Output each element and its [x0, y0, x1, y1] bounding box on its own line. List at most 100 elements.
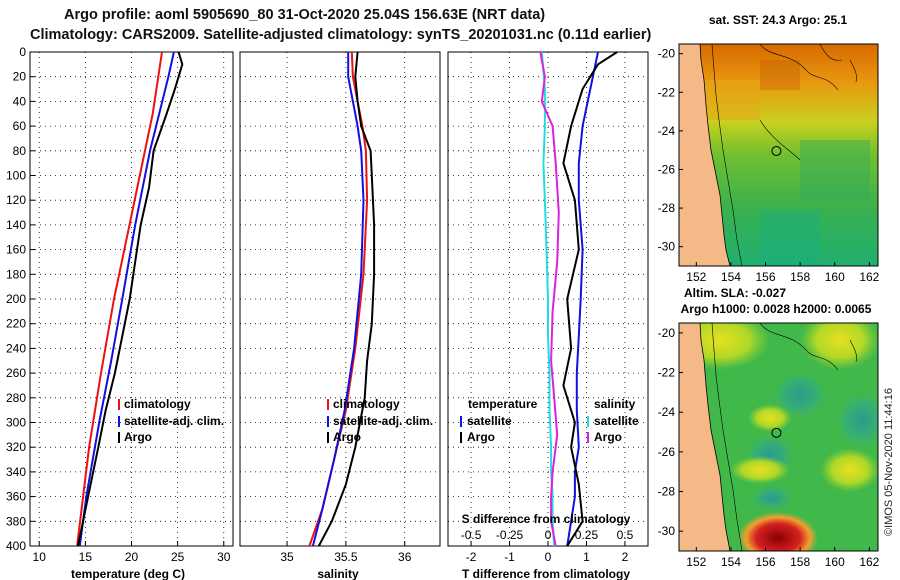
sla-map-panel: Altim. SLA: -0.027 Argo h1000: 0.0028 h2…: [658, 286, 880, 569]
t-difference-xlabel: T difference from climatology: [462, 567, 630, 580]
legend-s-satellite: satellite: [594, 414, 639, 428]
ytick-label: 120: [6, 193, 26, 207]
header-line2: Climatology: CARS2009. Satellite-adjuste…: [30, 27, 652, 43]
map-ytick-label: -22: [658, 85, 676, 99]
map-ytick-label: -30: [658, 240, 676, 254]
xtick-label: 1: [583, 550, 590, 564]
sst-map-title: sat. SST: 24.3 Argo: 25.1: [709, 13, 848, 27]
ytick-label: 80: [13, 144, 27, 158]
series-t-satellite: [566, 51, 599, 547]
temperature-legend: climatology satellite-adj. clim. Argo: [118, 397, 224, 444]
s-xtick-label: -0.25: [496, 528, 524, 542]
map-xtick-label: 156: [756, 270, 776, 284]
xtick-label: 35: [280, 550, 294, 564]
xtick-label: 30: [217, 550, 231, 564]
map-ytick-label: -28: [658, 201, 676, 215]
map-xtick-label: 158: [790, 270, 810, 284]
ytick-label: 200: [6, 292, 26, 306]
difference-legend: temperature satellite Argo salinity sate…: [460, 397, 639, 444]
temperature-xticks: 10 15 20 25 30: [33, 541, 231, 564]
header-line1: Argo profile: aoml 5905690_80 31-Oct-202…: [64, 7, 546, 23]
ytick-label: 140: [6, 218, 26, 232]
s-xtick-label: 0.25: [575, 528, 599, 542]
xtick-label: 36: [398, 550, 412, 564]
salinity-grid: [240, 52, 440, 546]
sst-land: [679, 44, 731, 266]
map-ytick-label: -28: [658, 485, 676, 499]
ytick-label: 300: [6, 416, 26, 430]
sla-map-subtitle: Argo h1000: 0.0028 h2000: 0.0065: [681, 302, 872, 316]
ytick-label: 160: [6, 243, 26, 257]
xtick-label: 0: [545, 550, 552, 564]
map-xtick-label: 154: [721, 555, 741, 569]
salinity-xlabel: salinity: [317, 567, 359, 580]
ytick-label: 40: [13, 94, 27, 108]
sla-map-frame: [678, 322, 879, 552]
ytick-label: 0: [19, 45, 26, 59]
map-ytick-label: -22: [658, 366, 676, 380]
map-xtick-label: 160: [825, 555, 845, 569]
legend-argo: Argo: [333, 430, 361, 444]
ytick-label: 100: [6, 169, 26, 183]
temperature-panel: 10 15 20 25 30 0 20 40 60 80 100 120 140 160 180 200 22…: [6, 45, 234, 580]
s-xtick-label: 0: [545, 528, 552, 542]
legend-climatology: climatology: [124, 397, 191, 411]
series-satellite-adj-clim-: [78, 51, 175, 547]
ytick-label: 240: [6, 341, 26, 355]
map-xtick-label: 162: [859, 555, 879, 569]
xtick-label: 35.5: [334, 550, 358, 564]
map-xtick-label: 152: [686, 270, 706, 284]
legend-salinity-title: salinity: [594, 397, 636, 411]
s-difference-label: S difference from climatology: [462, 512, 631, 526]
s-xtick-label: -0.5: [461, 528, 482, 542]
ytick-label: 260: [6, 366, 26, 380]
sla-map-ticks: 152 154 156 158 160 162 -20 -22 -24 -26 -28 -30: [658, 326, 880, 569]
map-ytick-label: -26: [658, 445, 676, 459]
xtick-label: 25: [171, 550, 185, 564]
legend-satellite: satellite-adj. clim.: [124, 414, 224, 428]
series-t-argo: [562, 51, 618, 547]
sst-map-panel: sat. SST: 24.3 Argo: 25.1 152 154 156 158 16…: [658, 13, 880, 284]
ytick-label: 180: [6, 267, 26, 281]
map-xtick-label: 162: [859, 270, 879, 284]
sst-argo-marker: [771, 145, 782, 156]
series-argo: [77, 51, 184, 547]
map-xtick-label: 156: [756, 555, 776, 569]
ytick-label: 360: [6, 490, 26, 504]
ytick-label: 220: [6, 317, 26, 331]
xtick-label: 15: [79, 550, 93, 564]
map-ytick-label: -24: [658, 405, 676, 419]
temperature-axes: [29, 51, 234, 547]
sst-map-ticks: 152 154 156 158 160 162 -20 -22 -24 -26 -28 -30: [658, 47, 880, 284]
map-ytick-label: -26: [658, 162, 676, 176]
temperature-lines: [76, 51, 184, 547]
xtick-label: -2: [466, 550, 477, 564]
sla-land: [679, 323, 731, 551]
legend-temperature-title: temperature: [468, 397, 538, 411]
s-xtick-label: 0.5: [617, 528, 634, 542]
series-satellite-adj-clim-: [311, 52, 365, 547]
legend-t-argo: Argo: [467, 430, 495, 444]
temperature-xlabel: temperature (deg C): [71, 567, 185, 580]
salinity-xticks: 35 35.5 36: [280, 541, 412, 564]
difference-lines: [539, 51, 618, 547]
xtick-label: 10: [33, 550, 47, 564]
salinity-lines: [308, 51, 376, 547]
sla-map-title: Altim. SLA: -0.027: [684, 286, 786, 300]
ytick-label: 400: [6, 539, 26, 553]
legend-argo: Argo: [124, 430, 152, 444]
credit-text: ©IMOS 05-Nov-2020 11:44:16: [883, 388, 895, 536]
ytick-label: 380: [6, 514, 26, 528]
legend-satellite: satellite-adj. clim.: [333, 414, 433, 428]
map-ytick-label: -30: [658, 524, 676, 538]
series-climatology: [76, 51, 163, 547]
map-xtick-label: 152: [686, 555, 706, 569]
map-xtick-label: 158: [790, 555, 810, 569]
xtick-label: -1: [504, 550, 515, 564]
sla-argo-marker: [771, 427, 782, 438]
salinity-legend: climatology satellite-adj. clim. Argo: [327, 397, 433, 444]
xtick-label: 2: [622, 550, 629, 564]
ytick-label: 340: [6, 465, 26, 479]
salinity-panel: 35 35.5 36 salinity climatology satellite-…: [239, 51, 441, 580]
